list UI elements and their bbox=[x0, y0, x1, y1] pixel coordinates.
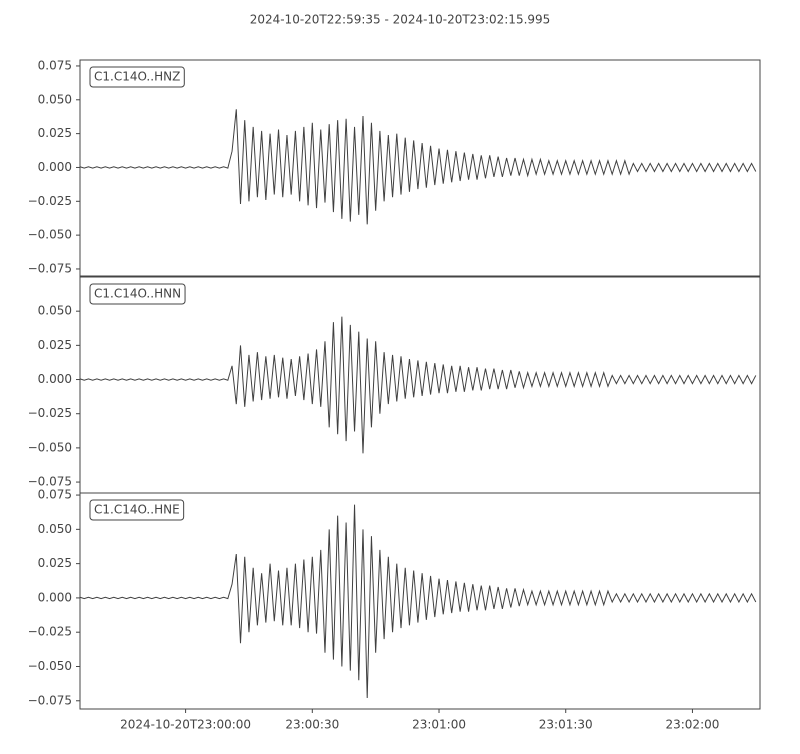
panel-frame bbox=[79, 59, 761, 277]
chart-title: 2024-10-20T22:59:35 - 2024-10-20T23:02:1… bbox=[250, 13, 551, 27]
panel-frame bbox=[79, 276, 761, 494]
trace-label-box bbox=[89, 499, 185, 521]
trace-label: C1.C14O..HNZ bbox=[89, 66, 185, 88]
x-tick-label: 23:01:00 bbox=[412, 718, 466, 732]
y-tick-label: −0.075 bbox=[28, 475, 72, 489]
y-tick-label: 0.000 bbox=[38, 160, 72, 174]
y-tick-label: −0.025 bbox=[28, 194, 72, 208]
x-tick-label: 2024-10-20T23:00:00 bbox=[120, 718, 251, 732]
y-tick-label: 0.000 bbox=[38, 372, 72, 386]
y-tick-label: −0.075 bbox=[28, 261, 72, 275]
y-tick-label: 0.025 bbox=[38, 338, 72, 352]
y-tick-label: −0.025 bbox=[28, 625, 72, 639]
trace-label: C1.C14O..HNE bbox=[89, 499, 185, 521]
trace-label-text: C1.C14O..HNZ bbox=[94, 70, 180, 84]
x-tick-label: 23:01:30 bbox=[539, 718, 593, 732]
trace-label-text: C1.C14O..HNN bbox=[94, 287, 181, 301]
y-tick-label: 0.075 bbox=[38, 488, 72, 502]
y-tick-label: 0.075 bbox=[38, 58, 72, 72]
y-tick-label: −0.075 bbox=[28, 693, 72, 707]
y-tick-label: 0.025 bbox=[38, 556, 72, 570]
y-tick-label: −0.050 bbox=[28, 659, 72, 673]
y-tick-label: −0.025 bbox=[28, 406, 72, 420]
x-tick-label: 23:00:30 bbox=[285, 718, 339, 732]
y-tick-label: 0.000 bbox=[38, 590, 72, 604]
x-tick-label: 23:02:00 bbox=[665, 718, 719, 732]
panel-frame bbox=[79, 492, 761, 710]
y-tick-label: 0.050 bbox=[38, 304, 72, 318]
trace bbox=[79, 109, 757, 225]
trace bbox=[79, 316, 757, 454]
trace-label: C1.C14O..HNN bbox=[89, 283, 186, 305]
trace-label-box bbox=[89, 283, 186, 305]
y-tick-label: 0.050 bbox=[38, 92, 72, 106]
y-tick-label: −0.050 bbox=[28, 440, 72, 454]
trace bbox=[79, 504, 757, 699]
trace-label-text: C1.C14O..HNE bbox=[94, 503, 180, 517]
y-tick-label: 0.025 bbox=[38, 126, 72, 140]
y-tick-label: −0.050 bbox=[28, 228, 72, 242]
trace-label-box bbox=[89, 66, 185, 88]
y-tick-label: 0.050 bbox=[38, 522, 72, 536]
